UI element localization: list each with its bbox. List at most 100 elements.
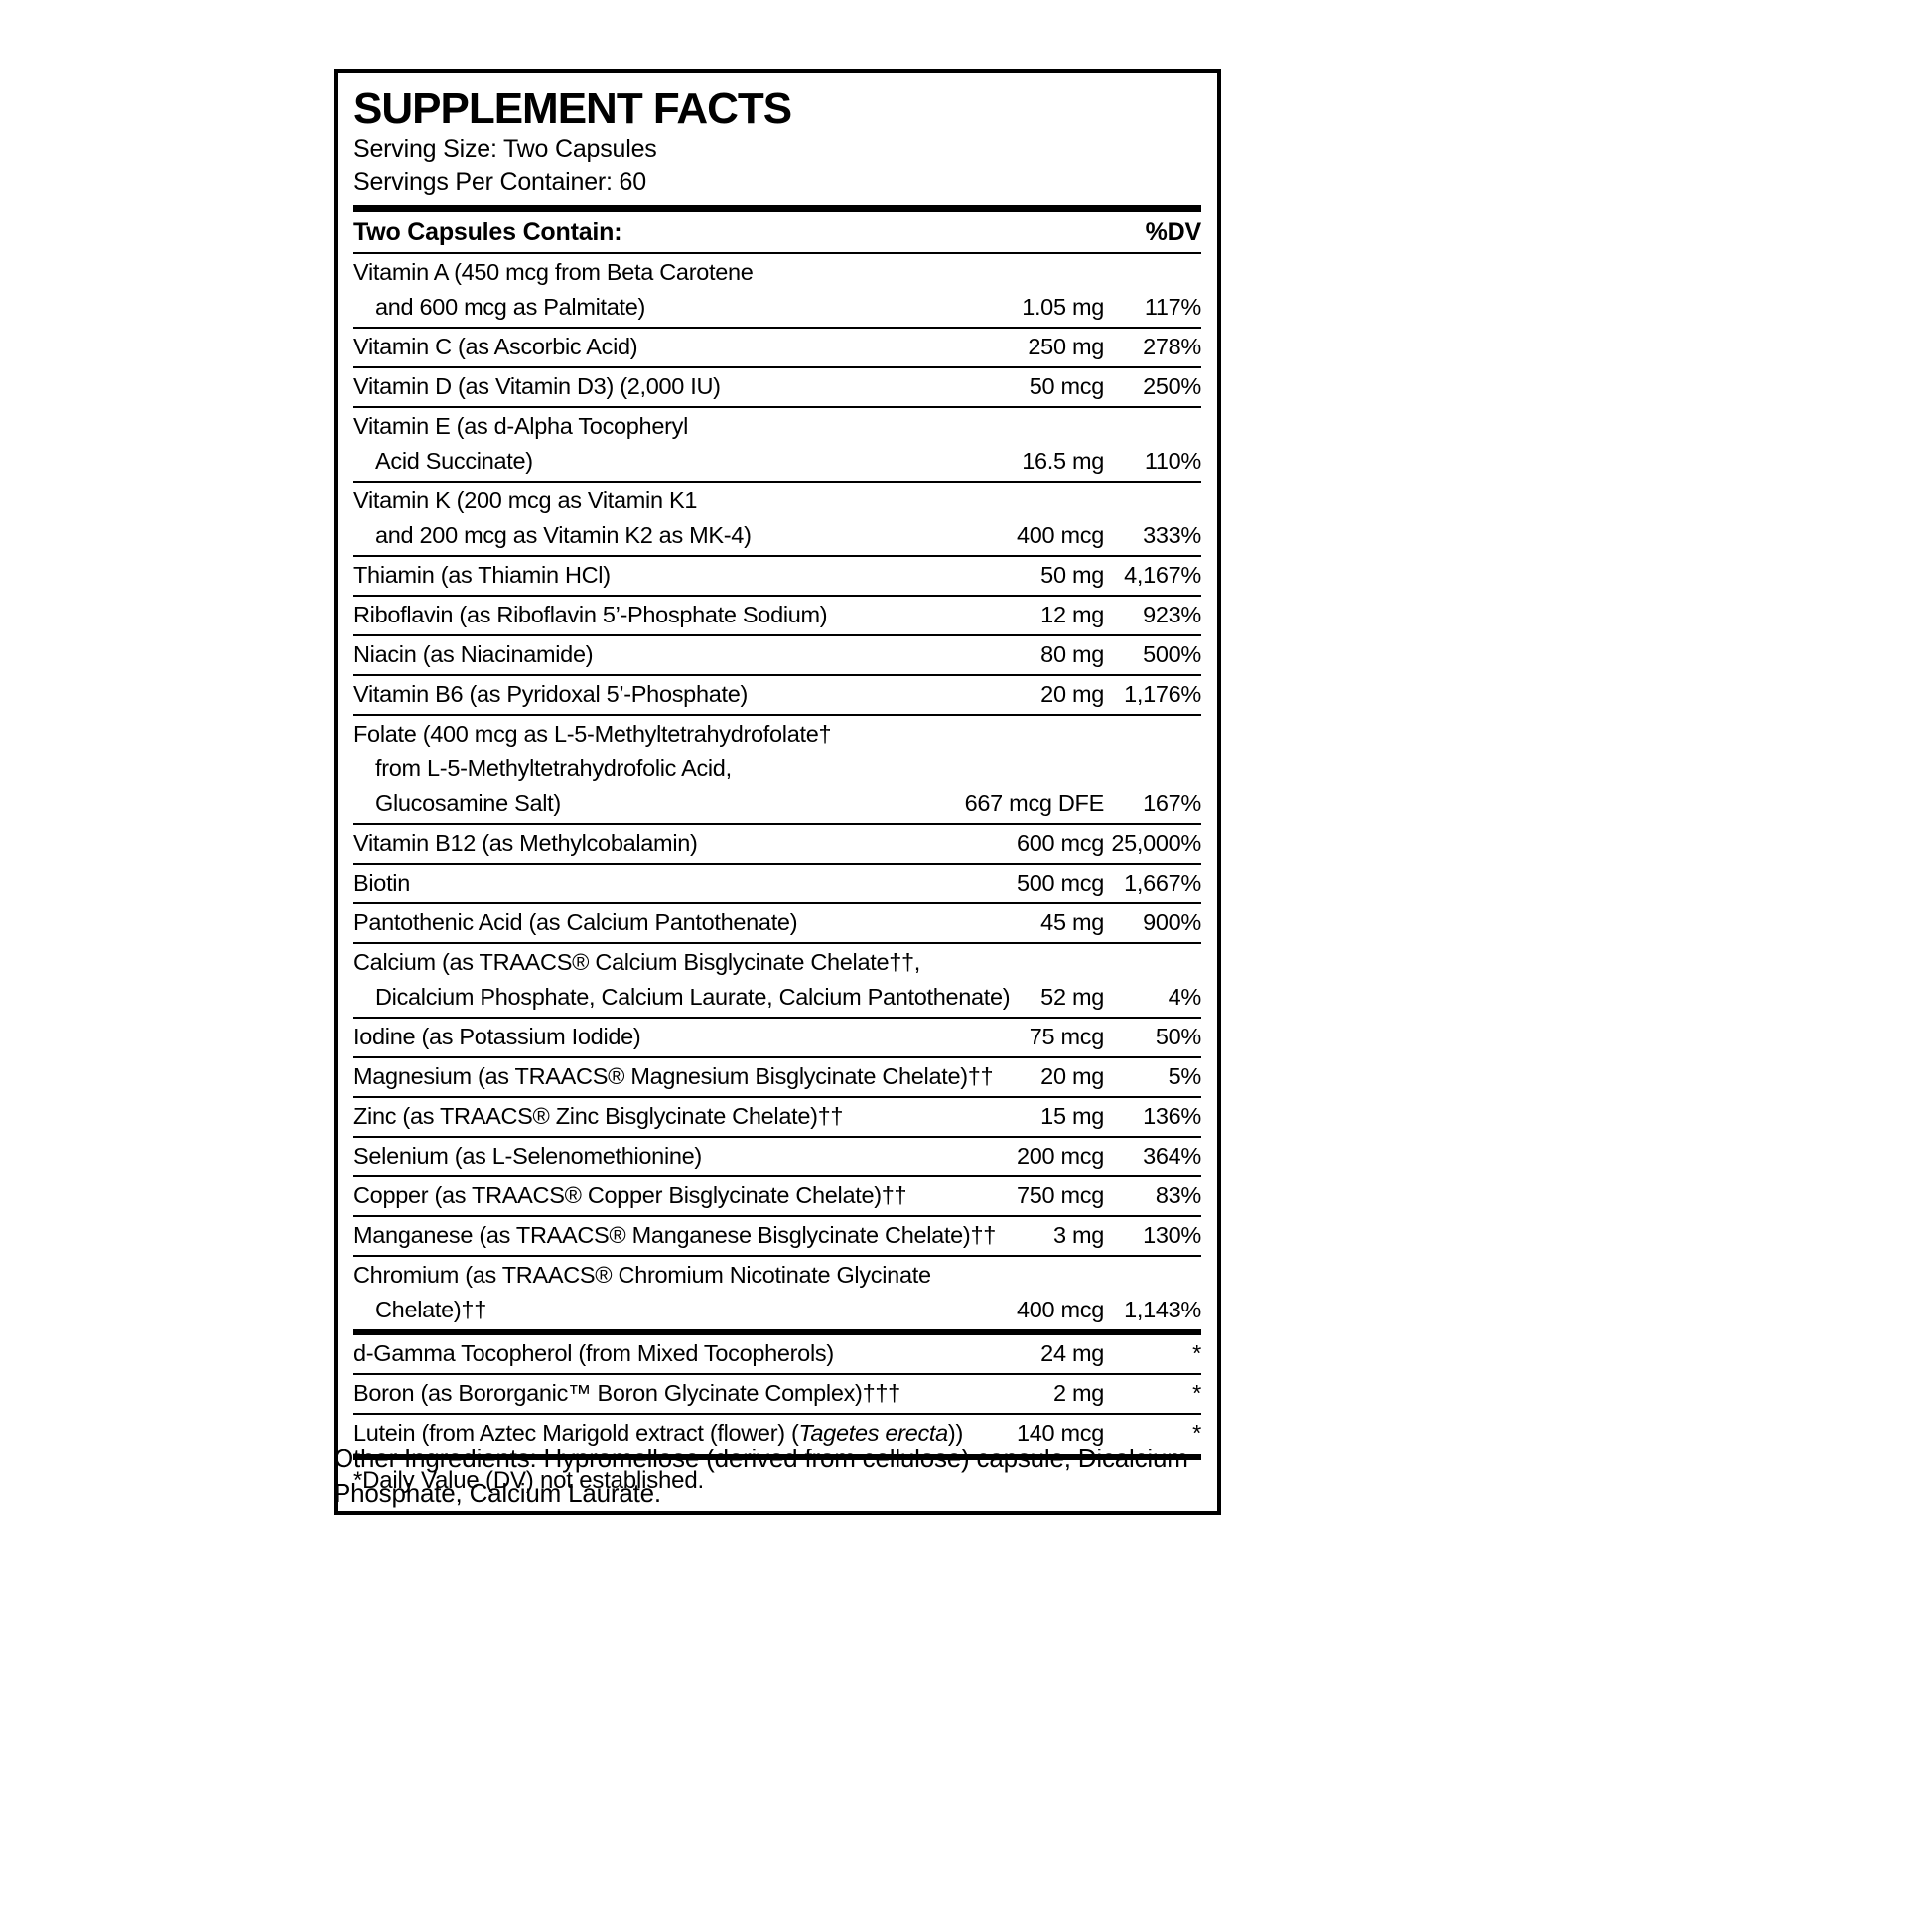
nutrient-row: Vitamin B12 (as Methylcobalamin) 600 mcg 2… bbox=[353, 823, 1201, 863]
nutrient-row: Magnesium (as TRAACS® Magnesium Bisglyci… bbox=[353, 1056, 1201, 1096]
nutrient-name: Folate (400 mcg as L-5-Methyltetrahydrof… bbox=[353, 721, 832, 748]
nutrient-row: Manganese (as TRAACS® Manganese Bisglyci… bbox=[353, 1215, 1201, 1255]
nutrient-amount: 75 mcg bbox=[1029, 1024, 1105, 1050]
nutrient-name: Riboflavin (as Riboflavin 5’-Phosphate S… bbox=[353, 602, 828, 628]
nutrient-amount: 200 mcg bbox=[1016, 1143, 1104, 1170]
nutrient-name: Iodine (as Potassium Iodide) bbox=[353, 1024, 641, 1050]
nutrient-dv: * bbox=[1192, 1420, 1201, 1447]
nutrient-row: d-Gamma Tocopherol (from Mixed Tocophero… bbox=[353, 1329, 1201, 1373]
nutrient-row: Niacin (as Niacinamide) 80 mg 500% bbox=[353, 634, 1201, 674]
nutrient-name: Niacin (as Niacinamide) bbox=[353, 641, 594, 668]
nutrient-dv: 333% bbox=[1143, 522, 1201, 549]
nutrient-name: d-Gamma Tocopherol (from Mixed Tocophero… bbox=[353, 1340, 834, 1367]
nutrient-name: and 200 mcg as Vitamin K2 as MK-4) bbox=[375, 522, 752, 549]
nutrient-amount: 400 mcg bbox=[1016, 522, 1104, 549]
nutrient-name: Vitamin E (as d-Alpha Tocopheryl bbox=[353, 413, 688, 440]
nutrient-amount: 50 mcg bbox=[1029, 373, 1105, 400]
nutrient-rows: Vitamin A (450 mcg from Beta Carotene and… bbox=[353, 252, 1201, 1452]
nutrient-name: and 600 mcg as Palmitate) bbox=[375, 294, 646, 321]
nutrient-dv: 50% bbox=[1155, 1024, 1201, 1050]
nutrient-amount: 750 mcg bbox=[1016, 1182, 1104, 1209]
nutrient-name: Manganese (as TRAACS® Manganese Bisglyci… bbox=[353, 1222, 996, 1249]
nutrient-dv: 110% bbox=[1144, 448, 1201, 475]
nutrient-name: Vitamin B12 (as Methylcobalamin) bbox=[353, 830, 698, 857]
nutrient-name: Vitamin D (as Vitamin D3) (2,000 IU) bbox=[353, 373, 721, 400]
nutrient-row: Zinc (as TRAACS® Zinc Bisglycinate Chela… bbox=[353, 1096, 1201, 1136]
nutrient-dv: 130% bbox=[1143, 1222, 1201, 1249]
nutrient-amount: 16.5 mg bbox=[1022, 448, 1104, 475]
nutrient-dv: 4,167% bbox=[1124, 562, 1201, 589]
header-contains-label: Two Capsules Contain: bbox=[353, 218, 622, 247]
nutrient-name: Vitamin C (as Ascorbic Acid) bbox=[353, 334, 638, 360]
supplement-facts-panel: SUPPLEMENT FACTS Serving Size: Two Capsu… bbox=[334, 69, 1221, 1516]
nutrient-amount: 15 mg bbox=[1040, 1103, 1104, 1130]
nutrient-name: Pantothenic Acid (as Calcium Pantothenat… bbox=[353, 909, 798, 936]
nutrient-name: Selenium (as L-Selenomethionine) bbox=[353, 1143, 702, 1170]
nutrient-name: Biotin bbox=[353, 870, 410, 897]
serving-size: Serving Size: Two Capsules bbox=[353, 135, 657, 164]
nutrient-name: Vitamin A (450 mcg from Beta Carotene bbox=[353, 259, 754, 286]
nutrient-dv: 83% bbox=[1155, 1182, 1201, 1209]
nutrient-name: Magnesium (as TRAACS® Magnesium Bisglyci… bbox=[353, 1063, 994, 1090]
table-header: Two Capsules Contain: %DV bbox=[353, 212, 1201, 252]
nutrient-amount: 20 mg bbox=[1040, 681, 1104, 708]
nutrient-dv: * bbox=[1192, 1340, 1201, 1367]
nutrient-row: Vitamin C (as Ascorbic Acid) 250 mg 278% bbox=[353, 327, 1201, 366]
nutrient-amount: 80 mg bbox=[1040, 641, 1104, 668]
nutrient-name: Chelate)†† bbox=[375, 1297, 486, 1323]
nutrient-dv: 1,176% bbox=[1124, 681, 1201, 708]
nutrient-name: Zinc (as TRAACS® Zinc Bisglycinate Chela… bbox=[353, 1103, 844, 1130]
nutrient-row: Vitamin E (as d-Alpha Tocopheryl Acid Suc… bbox=[353, 406, 1201, 481]
nutrient-name: Acid Succinate) bbox=[375, 448, 533, 475]
nutrient-dv: 25,000% bbox=[1111, 830, 1201, 857]
nutrient-dv: 278% bbox=[1143, 334, 1201, 360]
nutrient-name: Copper (as TRAACS® Copper Bisglycinate C… bbox=[353, 1182, 907, 1209]
nutrient-dv: 923% bbox=[1143, 602, 1201, 628]
nutrient-amount: 667 mcg DFE bbox=[964, 790, 1105, 817]
nutrient-row: Boron (as Bororganic™ Boron Glycinate Co… bbox=[353, 1373, 1201, 1413]
nutrient-amount: 52 mg bbox=[1040, 984, 1104, 1011]
nutrient-name: Lutein (from Aztec Marigold extract (flo… bbox=[353, 1420, 963, 1447]
nutrient-dv: 136% bbox=[1143, 1103, 1201, 1130]
nutrient-dv: 167% bbox=[1143, 790, 1201, 817]
nutrient-amount: 500 mcg bbox=[1016, 870, 1104, 897]
nutrient-dv: 900% bbox=[1143, 909, 1201, 936]
nutrient-amount: 24 mg bbox=[1040, 1340, 1104, 1367]
nutrient-row: Vitamin A (450 mcg from Beta Carotene and… bbox=[353, 252, 1201, 327]
nutrient-row: Selenium (as L-Selenomethionine) 200 mcg 3… bbox=[353, 1136, 1201, 1175]
nutrient-name: Vitamin K (200 mcg as Vitamin K1 bbox=[353, 487, 698, 514]
nutrient-amount: 2 mg bbox=[1052, 1380, 1104, 1407]
nutrient-name: Vitamin B6 (as Pyridoxal 5’-Phosphate) bbox=[353, 681, 749, 708]
nutrient-dv: 364% bbox=[1143, 1143, 1201, 1170]
nutrient-amount: 1.05 mg bbox=[1022, 294, 1104, 321]
nutrient-amount: 50 mg bbox=[1040, 562, 1104, 589]
panel-title: SUPPLEMENT FACTS bbox=[353, 84, 792, 133]
nutrient-row: Thiamin (as Thiamin HCl) 50 mg 4,167% bbox=[353, 555, 1201, 595]
nutrient-amount: 400 mcg bbox=[1016, 1297, 1104, 1323]
nutrient-row: Folate (400 mcg as L-5-Methyltetrahydrof… bbox=[353, 714, 1201, 823]
nutrient-row: Chromium (as TRAACS® Chromium Nicotinate… bbox=[353, 1255, 1201, 1329]
servings-per-container: Servings Per Container: 60 bbox=[353, 168, 646, 197]
nutrient-name: Thiamin (as Thiamin HCl) bbox=[353, 562, 611, 589]
nutrient-amount: 12 mg bbox=[1040, 602, 1104, 628]
header-dv-label: %DV bbox=[1145, 218, 1202, 247]
nutrient-row: Vitamin K (200 mcg as Vitamin K1 and 200 … bbox=[353, 481, 1201, 555]
nutrient-dv: 4% bbox=[1168, 984, 1202, 1011]
dv-footnote: *Daily Value (DV) not established. bbox=[353, 1454, 1201, 1499]
nutrient-name: Glucosamine Salt) bbox=[375, 790, 561, 817]
nutrient-name: Dicalcium Phosphate, Calcium Laurate, Ca… bbox=[375, 984, 1011, 1011]
nutrient-name: Boron (as Bororganic™ Boron Glycinate Co… bbox=[353, 1380, 900, 1407]
nutrient-dv: 117% bbox=[1144, 294, 1201, 321]
nutrient-row: Copper (as TRAACS® Copper Bisglycinate C… bbox=[353, 1175, 1201, 1215]
nutrient-row: Lutein (from Aztec Marigold extract (flo… bbox=[353, 1413, 1201, 1452]
nutrient-row: Iodine (as Potassium Iodide) 75 mcg 50% bbox=[353, 1017, 1201, 1056]
nutrient-name: Calcium (as TRAACS® Calcium Bisglycinate… bbox=[353, 949, 921, 976]
nutrient-dv: 500% bbox=[1143, 641, 1201, 668]
nutrient-amount: 20 mg bbox=[1040, 1063, 1104, 1090]
nutrient-amount: 140 mcg bbox=[1016, 1420, 1104, 1447]
nutrient-amount: 3 mg bbox=[1052, 1222, 1104, 1249]
nutrient-amount: 250 mg bbox=[1028, 334, 1104, 360]
nutrient-row: Pantothenic Acid (as Calcium Pantothenat… bbox=[353, 902, 1201, 942]
divider-thick bbox=[353, 205, 1201, 213]
